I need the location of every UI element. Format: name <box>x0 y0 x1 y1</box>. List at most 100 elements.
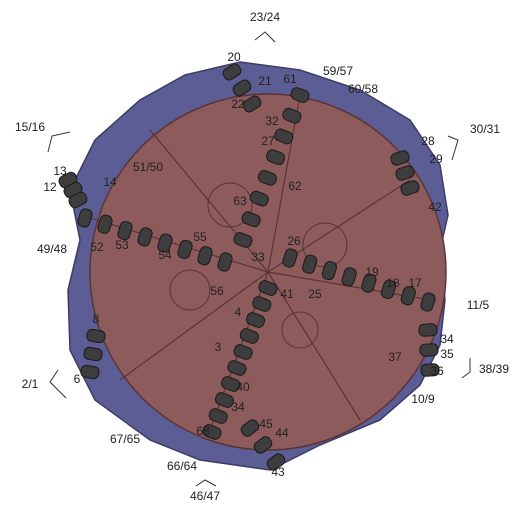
label: 68 <box>196 424 210 438</box>
label: 67/65 <box>110 432 140 446</box>
label: 25 <box>308 287 322 301</box>
cutter <box>86 328 106 344</box>
cutter <box>83 346 103 362</box>
label: 13 <box>53 164 67 178</box>
cutter <box>117 220 133 241</box>
cutter <box>137 227 153 247</box>
label: 61 <box>283 72 297 86</box>
label: 2/1 <box>22 377 39 391</box>
cutter <box>282 107 302 124</box>
cutter <box>208 408 228 424</box>
cutter <box>321 260 338 281</box>
label: 49/48 <box>37 242 67 256</box>
cutter <box>97 214 113 234</box>
cutter <box>274 128 294 145</box>
label: 26 <box>287 234 301 248</box>
label: 12 <box>43 180 57 194</box>
label: 43 <box>271 465 285 479</box>
cutter <box>80 364 100 380</box>
label: 34 <box>440 332 454 346</box>
label: 6 <box>74 372 81 386</box>
cutter <box>197 246 213 266</box>
cutter <box>249 190 269 207</box>
cutter <box>420 363 440 377</box>
label: 22 <box>231 97 245 111</box>
cutter <box>265 149 286 166</box>
cutter <box>252 296 272 312</box>
bit-body <box>67 61 449 471</box>
label: 44 <box>275 426 289 440</box>
label: 3 <box>215 340 222 354</box>
label: 45 <box>259 417 273 431</box>
label: 29 <box>429 152 443 166</box>
cutter <box>258 280 278 296</box>
label: 46/47 <box>190 489 220 503</box>
label: 27 <box>261 134 275 148</box>
cutter <box>419 343 439 357</box>
label: 53 <box>115 238 129 252</box>
cutter <box>390 150 410 166</box>
label: 33 <box>251 250 265 264</box>
label: 66/64 <box>167 459 197 473</box>
cutter <box>400 286 416 306</box>
cutter <box>245 312 266 328</box>
cutter <box>241 211 261 228</box>
label: 41 <box>280 287 294 301</box>
cutter <box>341 267 357 287</box>
label: 4 <box>235 305 242 319</box>
cutter <box>302 254 318 274</box>
cutter <box>221 376 241 392</box>
cutter <box>420 292 436 312</box>
label: 52 <box>90 240 104 254</box>
label: 60/58 <box>348 82 378 96</box>
cutter <box>282 248 298 268</box>
label: 30/31 <box>470 122 500 136</box>
cutter <box>233 232 253 248</box>
label: 56 <box>210 284 224 298</box>
label: 37 <box>388 350 402 364</box>
label: 63 <box>233 194 247 208</box>
cutter <box>222 63 242 81</box>
label: 21 <box>258 74 272 88</box>
label: 8 <box>93 312 100 326</box>
cutter <box>253 436 273 454</box>
cutter <box>239 328 259 344</box>
cutter <box>232 79 252 97</box>
label: 23/24 <box>250 10 280 24</box>
cutter <box>400 180 420 196</box>
label: 34 <box>231 400 245 414</box>
labels: 23/24 20 21 22 61 59/57 60/58 15/16 32 2… <box>15 10 509 503</box>
cutter <box>240 419 260 437</box>
cutter <box>290 87 310 103</box>
cutter <box>227 360 247 376</box>
cutter <box>202 424 222 440</box>
cutter <box>242 95 262 113</box>
cutter <box>77 208 93 228</box>
arrows <box>47 31 471 487</box>
label: 28 <box>421 134 435 148</box>
cutter <box>380 279 397 300</box>
label: 35 <box>440 347 454 361</box>
label: 36 <box>430 364 444 378</box>
label: 18 <box>386 276 400 290</box>
cutter <box>418 323 438 337</box>
cutter <box>217 252 233 272</box>
cutter <box>214 392 235 408</box>
label: 20 <box>227 50 241 64</box>
label: 55 <box>193 230 207 244</box>
label: 19 <box>365 265 379 279</box>
cutter <box>361 273 377 293</box>
cutter <box>233 344 253 360</box>
cutter <box>257 169 278 186</box>
label: 51/50 <box>133 160 163 174</box>
cutter <box>68 191 88 209</box>
cutters <box>58 63 440 471</box>
cutter <box>395 165 415 181</box>
label: 11/5 <box>467 298 490 312</box>
label: 38/39 <box>479 362 509 376</box>
cutter <box>157 233 173 253</box>
label: 14 <box>103 175 117 189</box>
label: 62 <box>288 179 302 193</box>
label: 54 <box>158 248 172 262</box>
